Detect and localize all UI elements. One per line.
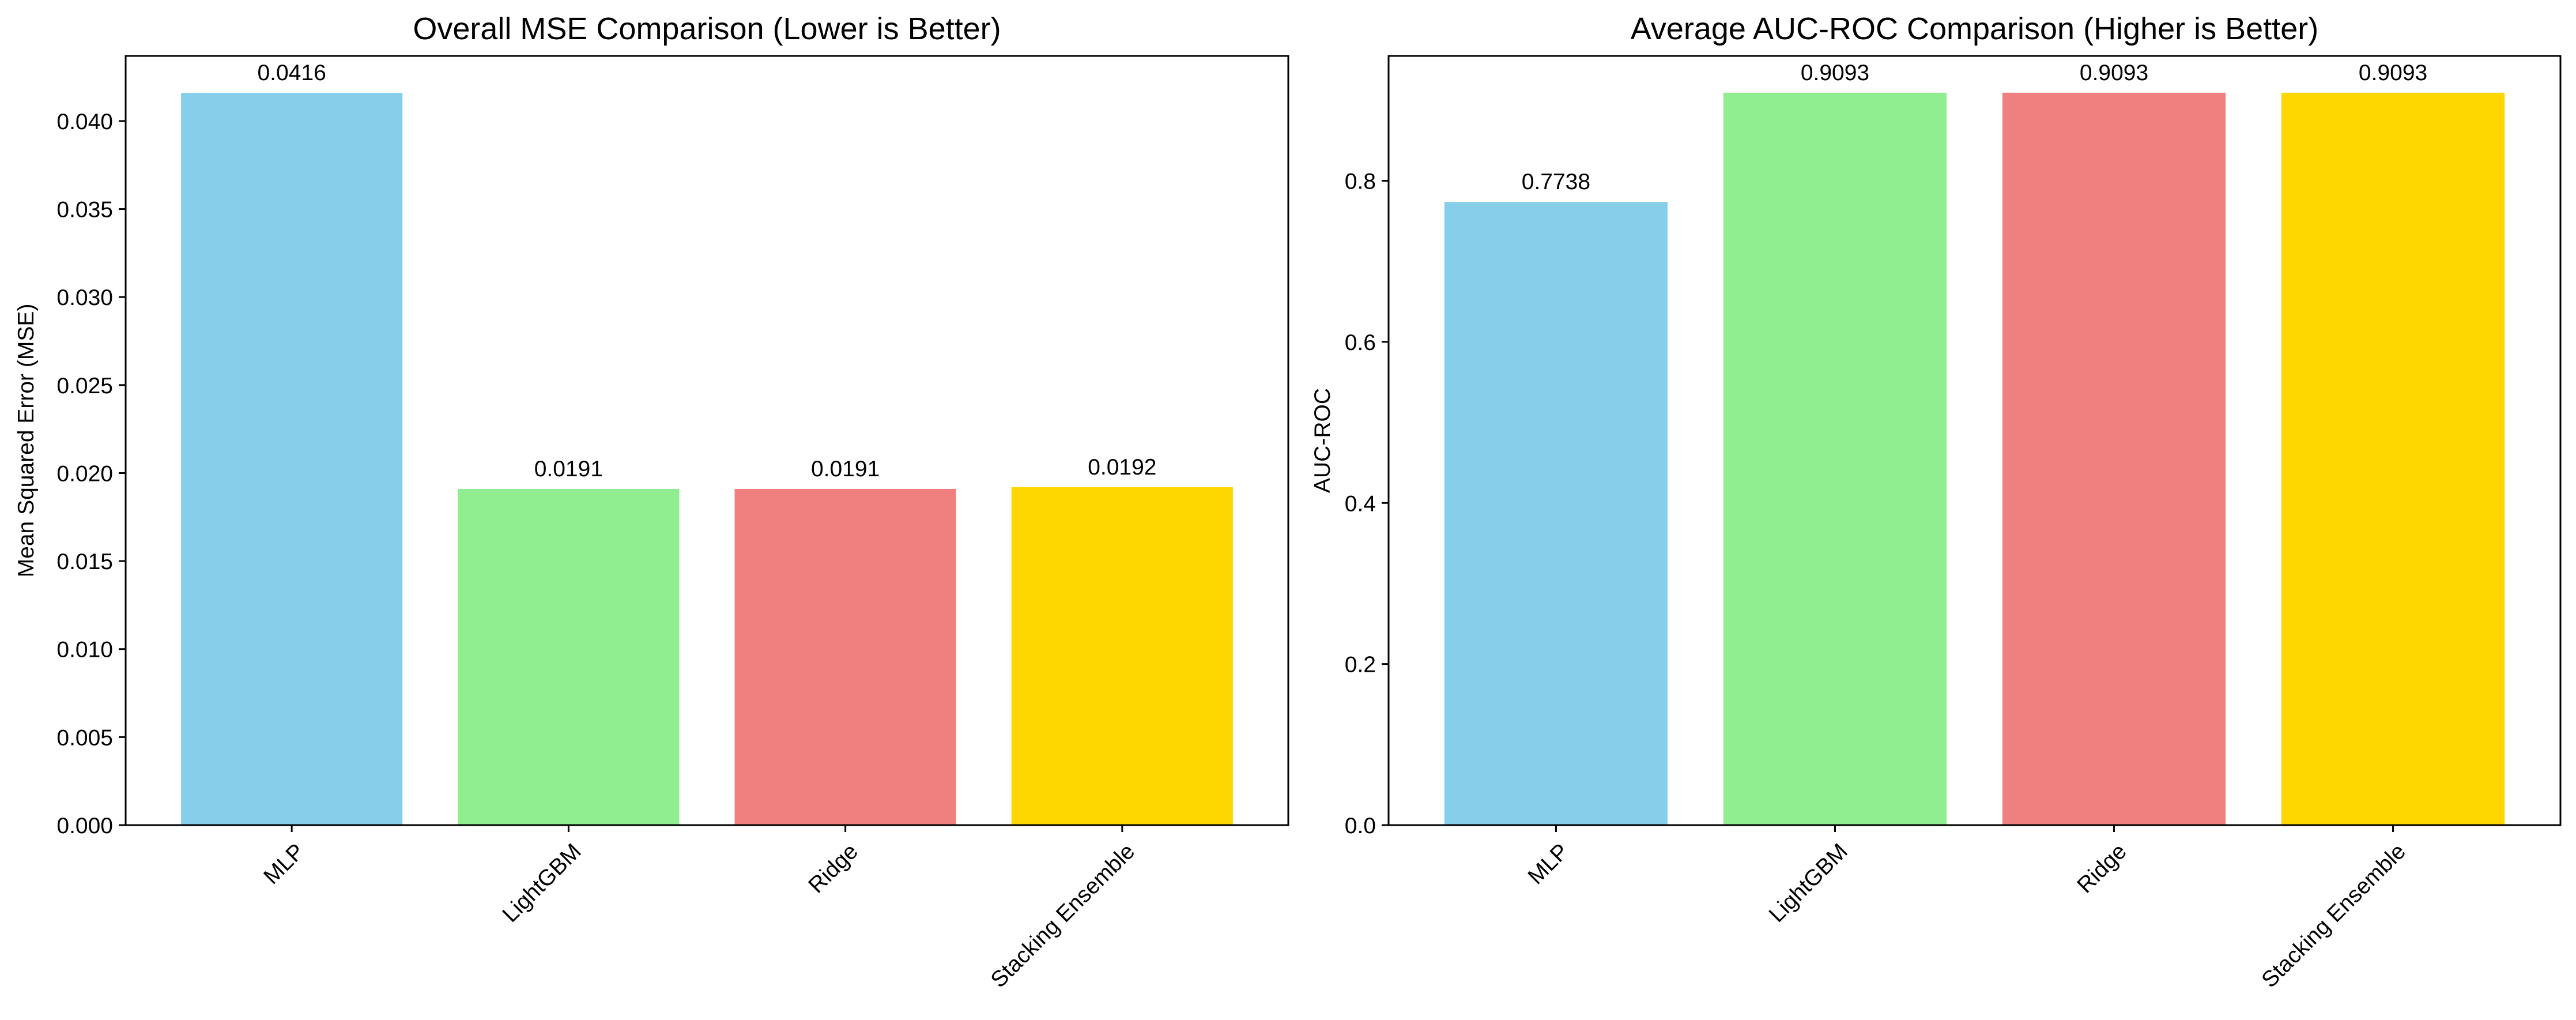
x-tick-label: LightGBM bbox=[1764, 839, 1853, 927]
y-tick-label: 0.010 bbox=[56, 638, 113, 663]
auc-chart: Average AUC-ROC Comparison (Higher is Be… bbox=[1310, 12, 2562, 992]
bar-value-label: 0.0416 bbox=[257, 61, 326, 85]
bar bbox=[458, 488, 680, 825]
bar-value-label: 0.9093 bbox=[1801, 61, 1869, 85]
y-tick-label: 0.2 bbox=[1345, 653, 1376, 678]
chart-title: Overall MSE Comparison (Lower is Better) bbox=[413, 12, 1001, 46]
bar-value-label: 0.0191 bbox=[534, 457, 603, 481]
bar bbox=[1011, 487, 1233, 825]
axes-frame bbox=[125, 55, 1289, 826]
x-tick-label: Stacking Ensemble bbox=[2257, 839, 2410, 992]
chart-title: Average AUC-ROC Comparison (Higher is Be… bbox=[1631, 12, 2318, 46]
bar bbox=[1723, 92, 1947, 826]
x-tick-label: Ridge bbox=[2072, 839, 2131, 898]
bar-value-label: 0.9093 bbox=[2359, 61, 2427, 85]
bar-value-label: 0.0191 bbox=[811, 457, 880, 481]
y-tick-label: 0.025 bbox=[56, 374, 113, 398]
y-tick-label: 0.035 bbox=[56, 198, 113, 223]
bar bbox=[734, 488, 956, 825]
x-tick-label: Stacking Ensemble bbox=[986, 839, 1140, 992]
bar bbox=[1444, 202, 1668, 825]
y-axis-label: AUC-ROC bbox=[1310, 388, 1335, 493]
y-tick-label: 0.8 bbox=[1345, 170, 1376, 194]
bar-value-label: 0.0192 bbox=[1088, 455, 1156, 480]
y-axis-label: Mean Squared Error (MSE) bbox=[14, 304, 39, 578]
bar bbox=[2281, 92, 2505, 826]
y-tick-label: 0.020 bbox=[56, 461, 113, 486]
x-tick-label: MLP bbox=[1523, 839, 1574, 889]
axes-frame bbox=[1387, 55, 2562, 826]
bar-value-label: 0.7738 bbox=[1522, 170, 1590, 194]
y-tick-label: 0.0 bbox=[1345, 814, 1376, 838]
mse-chart: Overall MSE Comparison (Lower is Better)… bbox=[14, 12, 1289, 992]
y-tick-label: 0.005 bbox=[56, 725, 113, 750]
y-tick-label: 0.6 bbox=[1345, 330, 1376, 355]
x-tick-label: LightGBM bbox=[498, 839, 586, 927]
y-tick-label: 0.015 bbox=[56, 549, 113, 574]
bar bbox=[181, 93, 403, 826]
y-tick-label: 0.040 bbox=[56, 110, 113, 134]
bar-value-label: 0.9093 bbox=[2080, 61, 2148, 85]
x-tick-label: MLP bbox=[259, 839, 309, 889]
bar bbox=[2002, 92, 2226, 826]
y-tick-label: 0.030 bbox=[56, 285, 113, 310]
y-tick-label: 0.4 bbox=[1345, 491, 1376, 516]
y-tick-label: 0.000 bbox=[56, 814, 113, 838]
x-tick-label: Ridge bbox=[804, 839, 863, 898]
